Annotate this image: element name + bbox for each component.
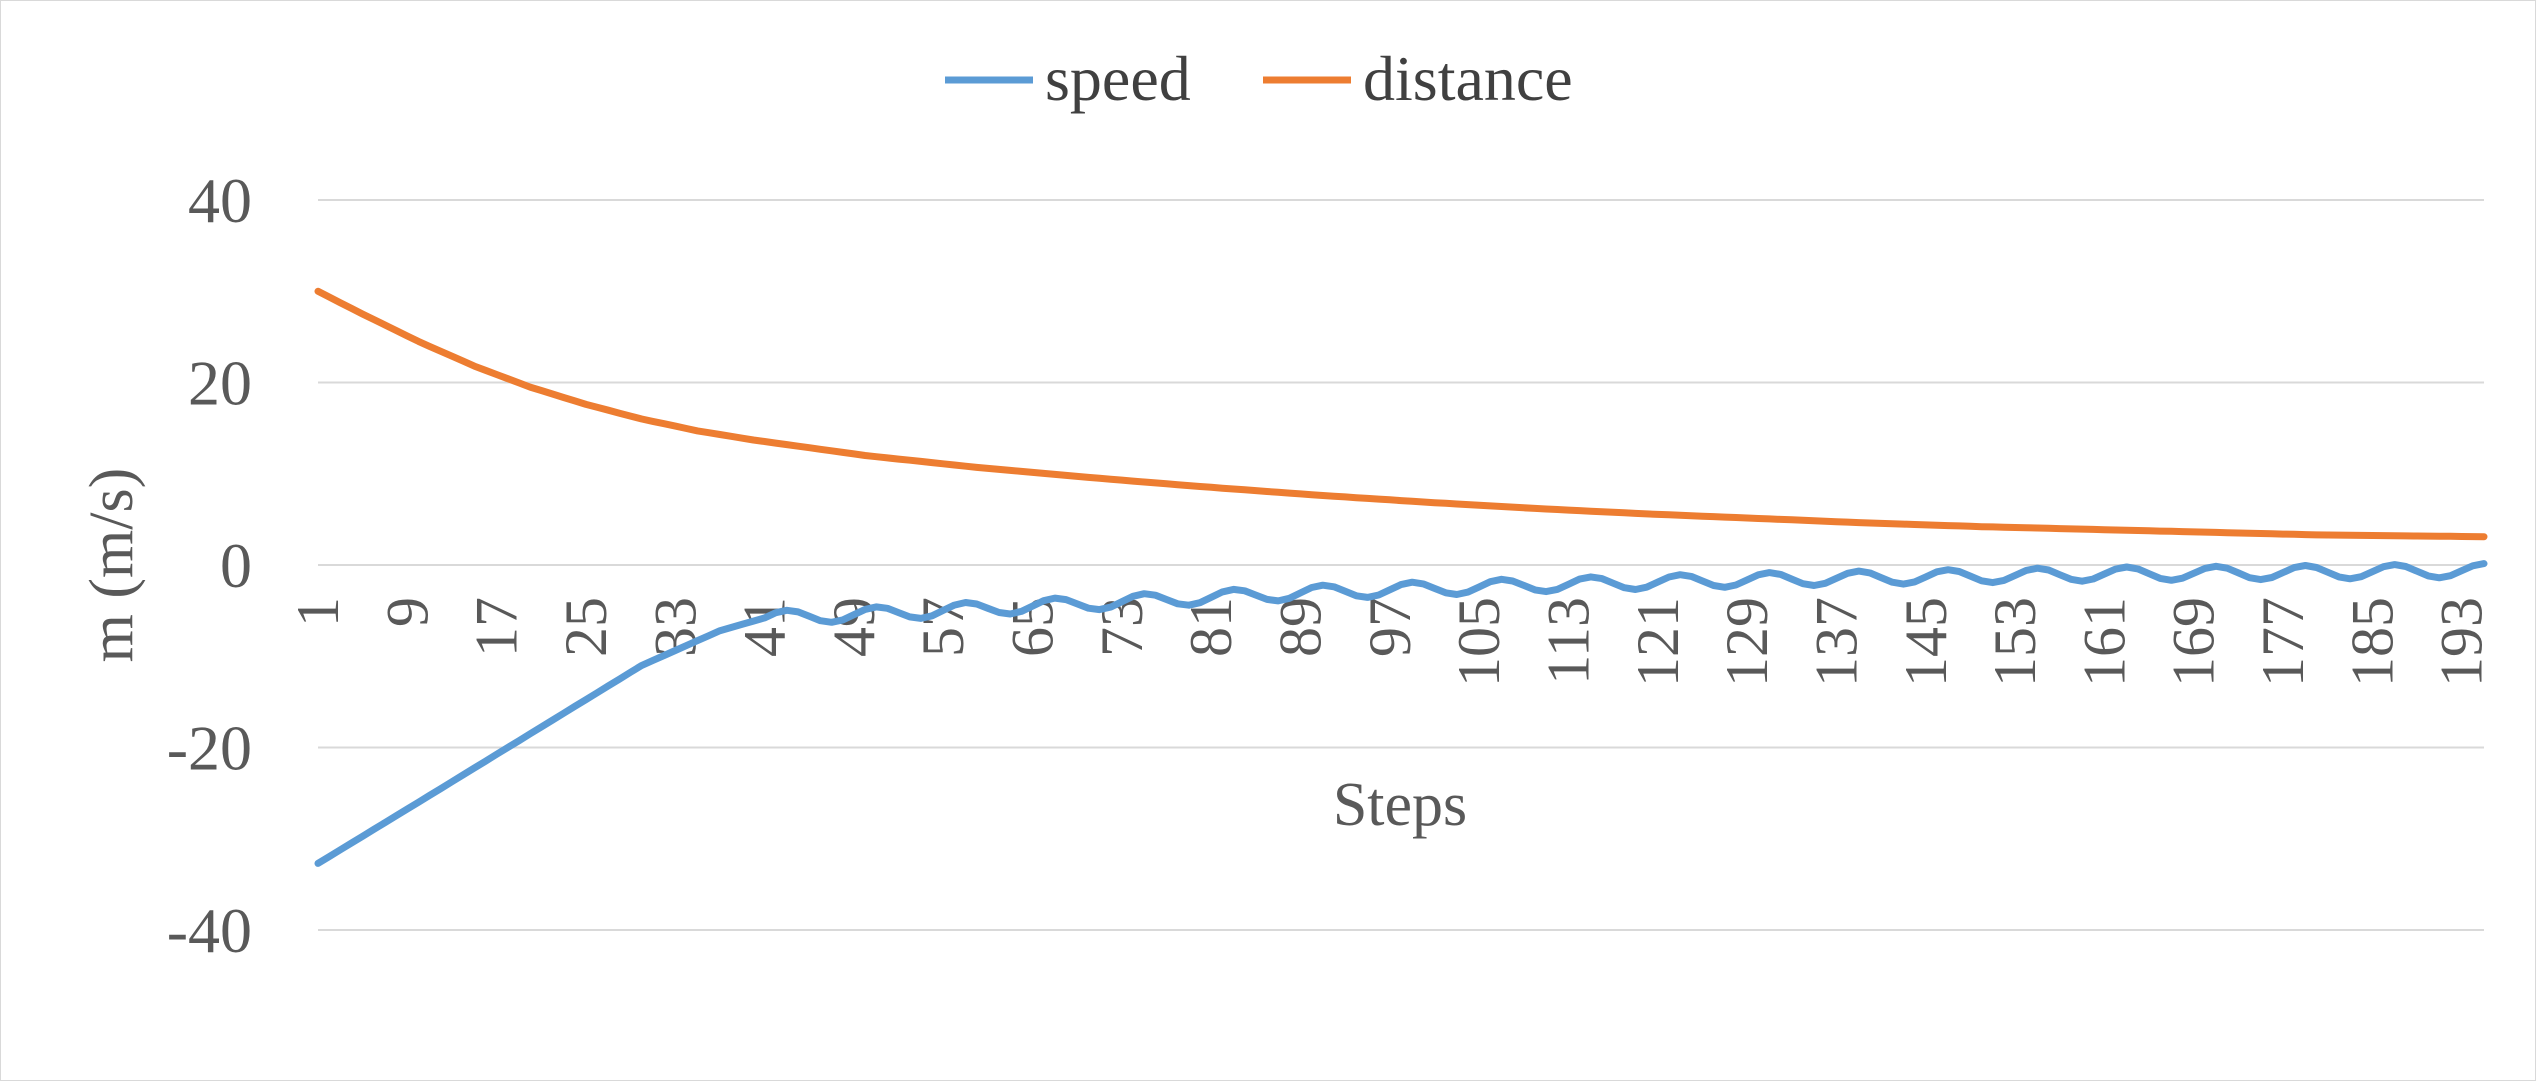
legend-label-distance: distance bbox=[1363, 43, 1573, 114]
x-tick-label: 105 bbox=[1446, 597, 1512, 687]
x-tick-label: 17 bbox=[464, 597, 530, 657]
x-tick-label: 153 bbox=[1982, 597, 2048, 687]
y-tick-label: -40 bbox=[167, 895, 252, 966]
x-tick-label: 137 bbox=[1803, 597, 1869, 687]
legend-label-speed: speed bbox=[1045, 43, 1191, 114]
x-tick-label: 193 bbox=[2429, 597, 2495, 687]
x-tick-label: 89 bbox=[1268, 597, 1334, 657]
y-tick-label: 20 bbox=[188, 348, 252, 419]
y-tick-label: -20 bbox=[167, 713, 252, 784]
series-line-speed bbox=[314, 560, 2488, 867]
gridlines bbox=[318, 199, 2484, 931]
x-tick-label: 9 bbox=[374, 597, 440, 627]
y-tick-label: 40 bbox=[188, 165, 252, 236]
series-lines bbox=[314, 287, 2488, 867]
x-tick-label: 169 bbox=[2161, 597, 2227, 687]
x-tick-label: 185 bbox=[2339, 597, 2405, 687]
x-tick-label: 129 bbox=[1714, 597, 1780, 687]
x-tick-label: 97 bbox=[1357, 597, 1423, 657]
x-tick-label: 177 bbox=[2250, 597, 2316, 687]
x-tick-label: 145 bbox=[1893, 597, 1959, 687]
x-tick-label: 121 bbox=[1625, 597, 1691, 687]
legend: speed distance bbox=[945, 43, 1573, 114]
x-tick-label: 1 bbox=[285, 597, 351, 627]
x-tick-label: 25 bbox=[553, 597, 619, 657]
y-tick-labels: 40 20 0 -20 -40 bbox=[167, 165, 252, 966]
y-axis-title: m (m/s) bbox=[78, 468, 146, 663]
x-tick-labels: 1 9 17 25 33 41 49 57 65 73 81 89 97 105 113 121 129 137 1… bbox=[285, 597, 2495, 687]
series-line-distance bbox=[314, 287, 2488, 541]
x-tick-label: 113 bbox=[1535, 597, 1601, 685]
y-tick-label: 0 bbox=[220, 530, 252, 601]
x-tick-label: 161 bbox=[2071, 597, 2137, 687]
x-axis-title: Steps bbox=[1333, 771, 1467, 839]
